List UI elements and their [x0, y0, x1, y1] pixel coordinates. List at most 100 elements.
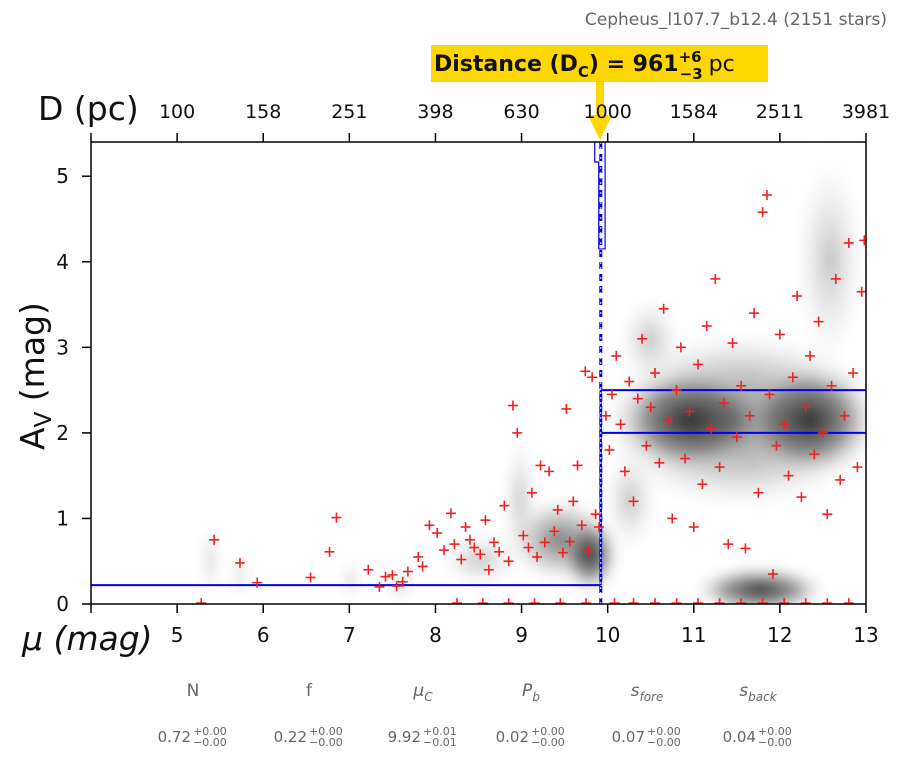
distance-highlight-box [431, 45, 768, 82]
scatter-point [507, 400, 518, 411]
top-tick-label: 158 [245, 101, 281, 123]
scatter-point [483, 564, 494, 575]
param-name: sback [739, 681, 777, 704]
scatter-point [331, 512, 342, 523]
x-tick-label: 10 [595, 623, 620, 647]
x-tick-label: 9 [515, 623, 528, 647]
scatter-point [768, 569, 778, 580]
scatter-point [549, 526, 560, 537]
x-tick-label: 6 [257, 623, 270, 647]
scatter-point [494, 546, 505, 557]
scatter-point [555, 598, 566, 604]
scatter-point [600, 410, 611, 421]
top-tick-label: 251 [331, 101, 367, 123]
scatter-point [796, 492, 807, 503]
x-tick-label: 13 [853, 623, 878, 647]
top-tick-label: 1584 [670, 101, 718, 123]
scatter-point [764, 389, 775, 400]
scatter-point [380, 571, 391, 582]
top-axis-title: D (pc) [38, 89, 139, 128]
scatter-point [697, 479, 708, 490]
scatter-point [714, 462, 725, 473]
param-error-minus: −0.00 [193, 736, 227, 749]
scatter-point [424, 520, 435, 531]
scatter-point [594, 522, 605, 532]
param-error-minus: −0.00 [309, 736, 343, 749]
distance-arrow-shaft [596, 82, 604, 115]
scatter-point [606, 389, 617, 400]
scatter-point [706, 423, 716, 434]
scatter-point [723, 539, 734, 550]
top-tick-label: 630 [503, 101, 539, 123]
distance-posterior-histogram [594, 142, 606, 250]
scatter-point [809, 449, 820, 460]
scatter-point [667, 513, 678, 524]
scatter-point [209, 534, 220, 545]
scatter-point [413, 551, 424, 562]
scatter-point [252, 577, 263, 588]
x-axis-title: μ (mag) [21, 619, 153, 658]
scatter-point [480, 515, 491, 526]
scatter-point [731, 432, 742, 443]
chart-subtitle: Cepheus_l107.7_b12.4 (2151 stars) [585, 10, 887, 30]
y-axis-title: AV (mag) [13, 302, 57, 450]
scatter-point [324, 546, 335, 557]
scatter-point [557, 547, 568, 558]
scatter-point [445, 508, 456, 519]
scatter-point [675, 342, 686, 353]
scatter-point [637, 333, 648, 344]
scatter-point [800, 598, 811, 604]
scatter-point [701, 320, 712, 331]
param-error-plus: +0.00 [309, 725, 343, 738]
scatter-point [503, 556, 514, 567]
param-error-plus: +0.00 [531, 725, 565, 738]
scatter-point [512, 427, 523, 438]
scatter-point [684, 406, 695, 417]
x-tick-label: 8 [429, 623, 442, 647]
scatter-point [779, 419, 790, 430]
param-error-minus: −0.00 [647, 736, 681, 749]
scatter-point [587, 372, 598, 383]
scatter-point [813, 316, 824, 327]
scatter-point [693, 359, 704, 370]
scatter-point [503, 598, 514, 604]
param-error-plus: +0.00 [193, 725, 227, 738]
scatter-point [740, 543, 751, 554]
scatter-point [628, 598, 639, 604]
y-tick-label: 2 [56, 421, 69, 445]
y-tick-label: 5 [56, 164, 69, 188]
scatter-point [830, 273, 841, 284]
scatter-point [568, 496, 579, 507]
top-tick-label: 3981 [842, 101, 890, 123]
distance-arrow-head [588, 115, 612, 140]
scatter-point [529, 598, 540, 604]
scatter-point [402, 566, 413, 577]
scatter-point [852, 462, 863, 473]
scatter-point [539, 537, 550, 548]
scatter-point [632, 393, 643, 404]
density-background [202, 142, 866, 604]
param-error-minus: −0.01 [423, 736, 457, 749]
top-tick-label: 100 [159, 101, 195, 123]
param-error-minus: −0.00 [531, 736, 565, 749]
scatter-point [564, 536, 575, 547]
scatter-point [718, 397, 729, 408]
scatter-point [783, 470, 794, 481]
scatter-point [611, 350, 622, 361]
scatter-point [787, 372, 798, 383]
scatter-point [757, 598, 768, 604]
scatter-point [839, 410, 850, 421]
scatter-point [469, 542, 480, 553]
scatter-point [619, 466, 630, 477]
param-value: 0.04 [723, 728, 756, 746]
x-tick-label: 11 [681, 623, 706, 647]
scatter-point [680, 453, 691, 464]
scatter-point [305, 572, 316, 583]
scatter-point [544, 466, 555, 477]
scatter-point [650, 598, 661, 604]
scatter-point [714, 598, 725, 604]
scatter-point [757, 207, 768, 218]
distance-label: Distance (DC) = 961+6 −3 pc [434, 48, 735, 83]
scatter-point [561, 403, 572, 414]
